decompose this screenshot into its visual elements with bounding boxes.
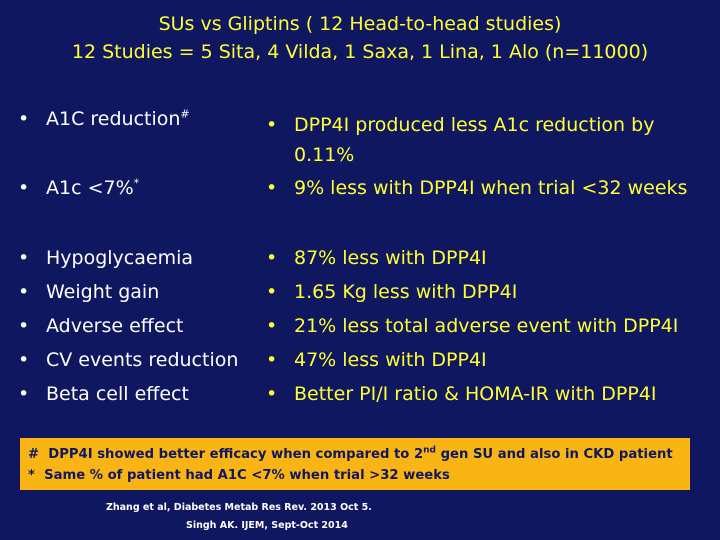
bullet-icon: • — [18, 349, 30, 371]
left-item-cv-events: • CV events reduction — [18, 343, 238, 377]
bullet-icon: • — [266, 177, 278, 199]
right-item-beta-cell: • Better PI/I ratio & HOMA-IR with DPP4I — [266, 377, 656, 411]
left-label: Beta cell effect — [46, 383, 189, 405]
bullet-icon: • — [18, 108, 30, 130]
reference-2: Singh AK. IJEM, Sept-Oct 2014 — [186, 520, 348, 531]
reference-1: Zhang et al, Diabetes Metab Res Rev. 201… — [106, 502, 372, 513]
slide-title-line1: SUs vs Gliptins ( 12 Head-to-head studie… — [158, 13, 562, 35]
left-item-a1c-target: • A1c <7%* — [18, 171, 139, 205]
slide-title-line2: 12 Studies = 5 Sita, 4 Vilda, 1 Saxa, 1 … — [71, 41, 649, 63]
left-label: Adverse effect — [46, 315, 184, 337]
footnote-2: * Same % of patient had A1C <7% when tri… — [28, 465, 682, 486]
right-item-cv-events: • 47% less with DPP4I — [266, 343, 487, 377]
right-text: DPP4I produced less A1c reduction by — [294, 114, 655, 136]
left-item-adverse-effect: • Adverse effect — [18, 309, 183, 343]
footnote-2-text: Same % of patient had A1C <7% when trial… — [44, 468, 450, 483]
left-item-weight-gain: • Weight gain — [18, 275, 159, 309]
bullet-icon: • — [18, 315, 30, 337]
right-item-weight-gain: • 1.65 Kg less with DPP4I — [266, 275, 517, 309]
left-label: Hypoglycaemia — [46, 247, 194, 269]
left-label: CV events reduction — [46, 349, 239, 371]
footnote-1-text-a: DPP4I showed better efficacy when compar… — [48, 447, 424, 462]
footnote-box: # DPP4I showed better efficacy when comp… — [20, 438, 690, 490]
right-text: Better PI/I ratio & HOMA-IR with DPP4I — [294, 383, 657, 405]
footnote-1-text-b: gen SU and also in CKD patient — [435, 447, 673, 462]
right-text: 21% less total adverse event with DPP4I — [294, 315, 679, 337]
bullet-icon: • — [266, 383, 278, 405]
right-text: 9% less with DPP4I when trial <32 weeks — [294, 177, 688, 199]
footnote-mark: * — [133, 176, 140, 190]
left-label: A1c <7% — [46, 177, 134, 199]
footnote-1-superscript: nd — [423, 445, 436, 456]
right-item-a1c-reduction: • DPP4I produced less A1c reduction by — [266, 108, 654, 142]
bullet-icon: • — [18, 177, 30, 199]
left-item-hypoglycaemia: • Hypoglycaemia — [18, 241, 193, 275]
right-text: 1.65 Kg less with DPP4I — [294, 281, 518, 303]
bullet-icon: • — [266, 114, 278, 136]
footnote-mark: # — [180, 107, 190, 121]
right-item-a1c-target: • 9% less with DPP4I when trial <32 weeks — [266, 171, 687, 205]
left-item-beta-cell: • Beta cell effect — [18, 377, 189, 411]
left-label: Weight gain — [46, 281, 160, 303]
footnote-1: # DPP4I showed better efficacy when comp… — [28, 444, 682, 465]
right-item-adverse-effect: • 21% less total adverse event with DPP4I — [266, 309, 678, 343]
left-item-a1c-reduction: • A1C reduction# — [18, 102, 190, 136]
right-text: 87% less with DPP4I — [294, 247, 487, 269]
right-item-hypoglycaemia: • 87% less with DPP4I — [266, 241, 487, 275]
right-text: 47% less with DPP4I — [294, 349, 487, 371]
bullet-icon: • — [266, 247, 278, 269]
bullet-icon: • — [266, 349, 278, 371]
bullet-icon: • — [18, 247, 30, 269]
footnote-1-mark: # — [28, 447, 40, 462]
footnote-2-mark: * — [28, 468, 35, 483]
left-label: A1C reduction — [46, 108, 181, 130]
bullet-icon: • — [266, 281, 278, 303]
bullet-icon: • — [266, 315, 278, 337]
right-item-a1c-reduction-continued: 0.11% — [294, 144, 355, 166]
bullet-icon: • — [18, 281, 30, 303]
bullet-icon: • — [18, 383, 30, 405]
